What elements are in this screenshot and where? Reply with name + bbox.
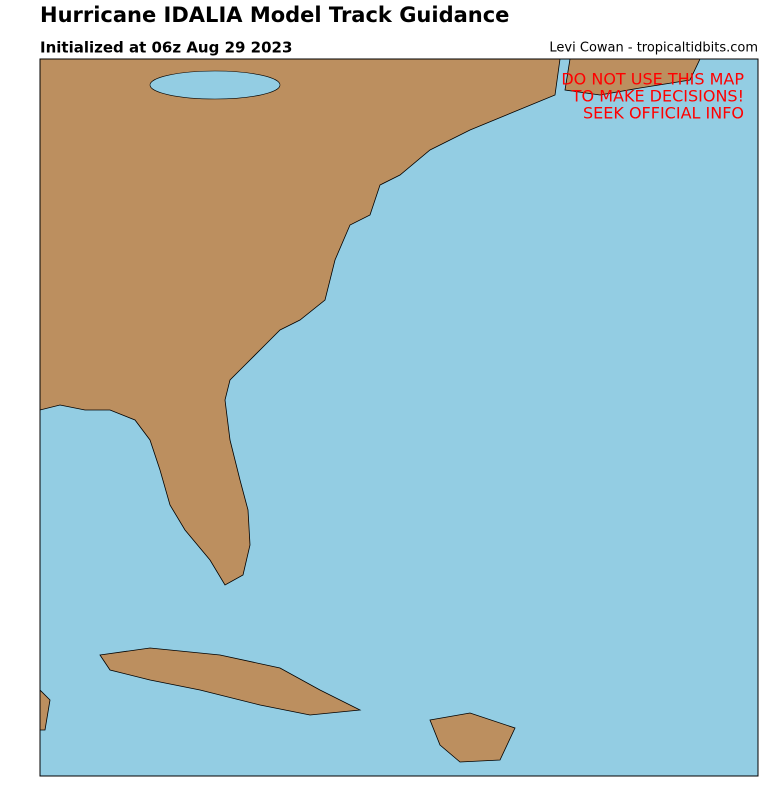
credit: Levi Cowan - tropicaltidbits.com: [549, 41, 758, 56]
map-frame: [39, 58, 759, 777]
subtitle: Initialized at 06z Aug 29 2023: [40, 39, 292, 57]
warning-line: DO NOT USE THIS MAP: [561, 70, 744, 89]
warning-line: SEEK OFFICIAL INFO: [583, 104, 744, 123]
warning: DO NOT USE THIS MAP TO MAKE DECISIONS! S…: [561, 70, 744, 123]
yucatan: [40, 689, 51, 731]
canada: [564, 59, 701, 96]
warning-line: TO MAKE DECISIONS!: [571, 87, 744, 106]
map-area: [40, 59, 758, 776]
cuba: [99, 647, 362, 716]
great-lakes: [149, 70, 281, 100]
north-america: [40, 59, 561, 586]
title: Hurricane IDALIA Model Track Guidance: [40, 3, 509, 27]
hispaniola: [429, 712, 516, 763]
